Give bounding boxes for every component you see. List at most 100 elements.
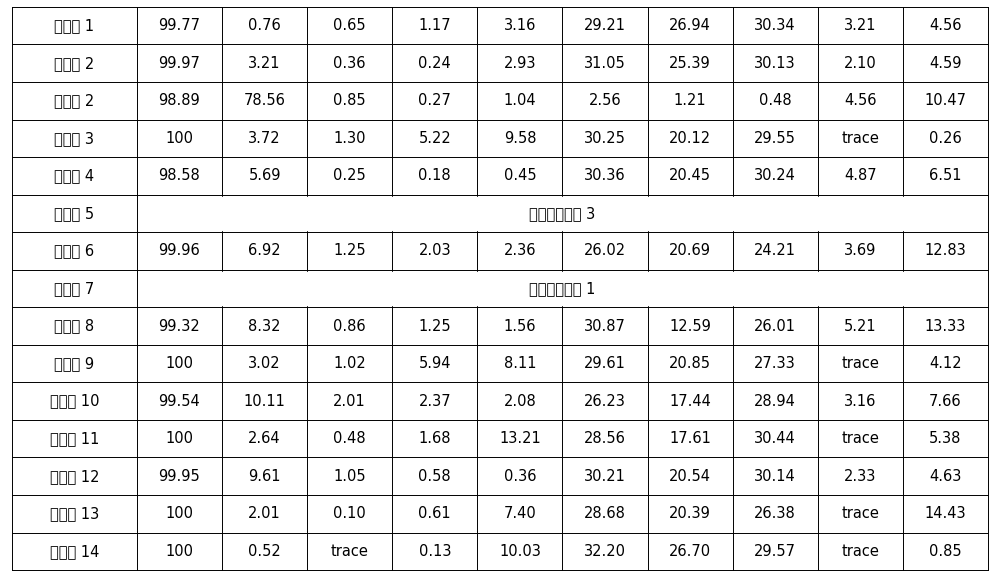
- Text: 31.05: 31.05: [584, 56, 626, 71]
- Text: 4.59: 4.59: [929, 56, 962, 71]
- Text: 3.21: 3.21: [844, 18, 877, 33]
- Text: 29.55: 29.55: [754, 131, 796, 146]
- Text: trace: trace: [841, 356, 879, 371]
- Text: 2.64: 2.64: [248, 431, 281, 446]
- Text: 10.47: 10.47: [924, 93, 966, 108]
- Text: 20.85: 20.85: [669, 356, 711, 371]
- Text: 28.56: 28.56: [584, 431, 626, 446]
- Text: 99.95: 99.95: [159, 469, 200, 484]
- Text: 29.21: 29.21: [584, 18, 626, 33]
- Text: 1.02: 1.02: [333, 356, 366, 371]
- Text: 20.12: 20.12: [669, 131, 711, 146]
- Text: trace: trace: [841, 431, 879, 446]
- Text: 29.61: 29.61: [584, 356, 626, 371]
- Text: 3.72: 3.72: [248, 131, 281, 146]
- Text: 8.11: 8.11: [504, 356, 536, 371]
- Text: 0.25: 0.25: [333, 168, 366, 183]
- Text: 30.14: 30.14: [754, 469, 796, 484]
- Text: 27.33: 27.33: [754, 356, 796, 371]
- Text: 3.69: 3.69: [844, 243, 877, 258]
- Text: 13.33: 13.33: [925, 319, 966, 334]
- Text: 实施例 6: 实施例 6: [54, 243, 95, 258]
- Text: 实施例 2: 实施例 2: [54, 56, 95, 71]
- Text: 实施例 11: 实施例 11: [50, 431, 99, 446]
- Text: 29.57: 29.57: [754, 544, 796, 559]
- Text: 28.68: 28.68: [584, 506, 626, 521]
- Text: 9.58: 9.58: [504, 131, 536, 146]
- Text: 78.56: 78.56: [244, 93, 286, 108]
- Text: 0.86: 0.86: [333, 319, 366, 334]
- Text: 0.26: 0.26: [929, 131, 962, 146]
- Text: 6.51: 6.51: [929, 168, 962, 183]
- Text: 0.65: 0.65: [333, 18, 366, 33]
- Text: trace: trace: [841, 131, 879, 146]
- Text: 实施例 5: 实施例 5: [54, 206, 95, 221]
- Text: 100: 100: [165, 506, 193, 521]
- Text: 9.61: 9.61: [248, 469, 281, 484]
- Text: 30.44: 30.44: [754, 431, 796, 446]
- Text: 20.54: 20.54: [669, 469, 711, 484]
- Text: 0.85: 0.85: [929, 544, 962, 559]
- Text: 99.97: 99.97: [159, 56, 200, 71]
- Text: 0.58: 0.58: [418, 469, 451, 484]
- Text: 4.56: 4.56: [929, 18, 962, 33]
- Text: 0.76: 0.76: [248, 18, 281, 33]
- Text: 20.45: 20.45: [669, 168, 711, 183]
- Text: 0.36: 0.36: [333, 56, 366, 71]
- Text: 1.04: 1.04: [504, 93, 536, 108]
- Text: 2.08: 2.08: [504, 394, 536, 409]
- Text: 实施例 10: 实施例 10: [50, 394, 99, 409]
- Text: 实施例 9: 实施例 9: [54, 356, 95, 371]
- Text: 7.66: 7.66: [929, 394, 962, 409]
- Text: 3.21: 3.21: [248, 56, 281, 71]
- Text: 5.38: 5.38: [929, 431, 962, 446]
- Text: 1.21: 1.21: [674, 93, 706, 108]
- Text: 99.32: 99.32: [159, 319, 200, 334]
- Text: 5.69: 5.69: [248, 168, 281, 183]
- Text: 3.02: 3.02: [248, 356, 281, 371]
- Text: 100: 100: [165, 544, 193, 559]
- Text: 1.25: 1.25: [418, 319, 451, 334]
- Text: 0.48: 0.48: [333, 431, 366, 446]
- Text: 2.01: 2.01: [248, 506, 281, 521]
- Text: 8.32: 8.32: [248, 319, 281, 334]
- Text: 7.40: 7.40: [504, 506, 536, 521]
- Bar: [140, 197, 984, 230]
- Text: 2.36: 2.36: [504, 243, 536, 258]
- Text: 26.01: 26.01: [754, 319, 796, 334]
- Text: 13.21: 13.21: [499, 431, 541, 446]
- Text: 30.36: 30.36: [584, 168, 626, 183]
- Text: 4.56: 4.56: [844, 93, 877, 108]
- Text: 1.05: 1.05: [333, 469, 366, 484]
- Text: 0.45: 0.45: [504, 168, 536, 183]
- Text: 3.16: 3.16: [504, 18, 536, 33]
- Text: 30.87: 30.87: [584, 319, 626, 334]
- Text: 实施例 14: 实施例 14: [50, 544, 99, 559]
- Text: 0.36: 0.36: [504, 469, 536, 484]
- Text: 实施例 12: 实施例 12: [50, 469, 99, 484]
- Text: 26.38: 26.38: [754, 506, 796, 521]
- Text: 26.94: 26.94: [669, 18, 711, 33]
- Text: 5.22: 5.22: [418, 131, 451, 146]
- Text: 26.23: 26.23: [584, 394, 626, 409]
- Text: trace: trace: [841, 506, 879, 521]
- Text: 基本同实施例 3: 基本同实施例 3: [529, 206, 596, 221]
- Text: 30.21: 30.21: [584, 469, 626, 484]
- Text: 5.21: 5.21: [844, 319, 877, 334]
- Text: 1.17: 1.17: [418, 18, 451, 33]
- Text: 14.43: 14.43: [925, 506, 966, 521]
- Text: 0.13: 0.13: [419, 544, 451, 559]
- Text: 1.68: 1.68: [419, 431, 451, 446]
- Text: 4.12: 4.12: [929, 356, 962, 371]
- Text: 对比例 2: 对比例 2: [54, 93, 95, 108]
- Text: 12.59: 12.59: [669, 319, 711, 334]
- Text: 26.70: 26.70: [669, 544, 711, 559]
- Text: 0.48: 0.48: [759, 93, 792, 108]
- Text: 0.85: 0.85: [333, 93, 366, 108]
- Text: 30.13: 30.13: [754, 56, 796, 71]
- Text: 26.02: 26.02: [584, 243, 626, 258]
- Text: 17.61: 17.61: [669, 431, 711, 446]
- Text: 10.11: 10.11: [244, 394, 286, 409]
- Text: 实施例 4: 实施例 4: [54, 168, 95, 183]
- Text: trace: trace: [331, 544, 369, 559]
